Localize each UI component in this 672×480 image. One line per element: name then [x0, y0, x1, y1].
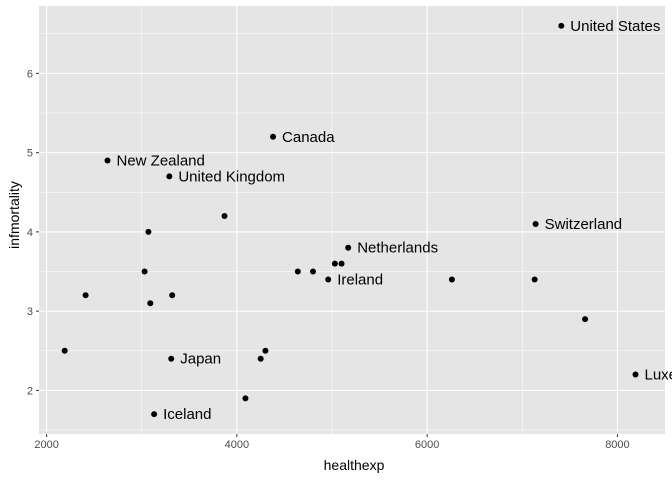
x-tick-label: 4000 — [225, 439, 249, 451]
data-point — [582, 316, 589, 323]
data-point — [531, 276, 538, 283]
data-point — [104, 157, 111, 164]
x-axis-ticks: 2000 4000 6000 8000 — [34, 434, 630, 451]
data-point — [338, 260, 345, 267]
x-tick-label: 6000 — [415, 439, 439, 451]
x-tick-label: 2000 — [34, 439, 58, 451]
data-point — [151, 411, 158, 418]
data-point — [532, 220, 539, 227]
data-point — [141, 268, 148, 275]
point-label: Ireland — [337, 271, 383, 288]
data-point — [221, 213, 228, 220]
y-tick-label: 2 — [27, 385, 33, 397]
data-point — [168, 355, 175, 362]
point-label: Netherlands — [357, 240, 438, 257]
data-point — [147, 300, 154, 307]
data-point — [309, 268, 316, 275]
y-tick-label: 6 — [27, 68, 33, 80]
point-label: United States — [570, 18, 660, 35]
x-tick-label: 8000 — [605, 439, 629, 451]
data-point — [632, 371, 639, 378]
data-point — [331, 260, 338, 267]
point-label: Luxe — [645, 367, 672, 384]
data-point — [82, 292, 89, 299]
data-point — [145, 228, 152, 235]
data-point — [448, 276, 455, 283]
point-label: Canada — [282, 129, 335, 146]
point-label: Switzerland — [545, 216, 623, 233]
data-points — [61, 22, 639, 418]
data-point — [558, 22, 565, 29]
data-point — [242, 395, 249, 402]
data-point — [325, 276, 332, 283]
x-axis-title: healthexp — [324, 457, 385, 473]
y-axis-ticks: 2 3 4 5 6 — [27, 68, 39, 397]
point-label: Japan — [180, 351, 221, 368]
major-gridlines — [39, 6, 665, 434]
point-label: Iceland — [163, 406, 211, 423]
y-tick-label: 4 — [27, 227, 33, 239]
data-point — [61, 347, 68, 354]
minor-gridlines — [39, 6, 665, 434]
data-point — [257, 355, 264, 362]
data-point — [294, 268, 301, 275]
plot-panel — [39, 6, 665, 434]
y-tick-label: 3 — [27, 306, 33, 318]
point-label: United Kingdom — [178, 168, 285, 185]
data-point — [345, 244, 352, 251]
data-point — [166, 173, 173, 180]
data-point — [270, 133, 277, 140]
data-point — [262, 347, 269, 354]
y-axis-title: infmortality — [6, 181, 22, 249]
data-point — [169, 292, 176, 299]
point-label: New Zealand — [116, 153, 204, 170]
y-tick-label: 5 — [27, 148, 33, 160]
